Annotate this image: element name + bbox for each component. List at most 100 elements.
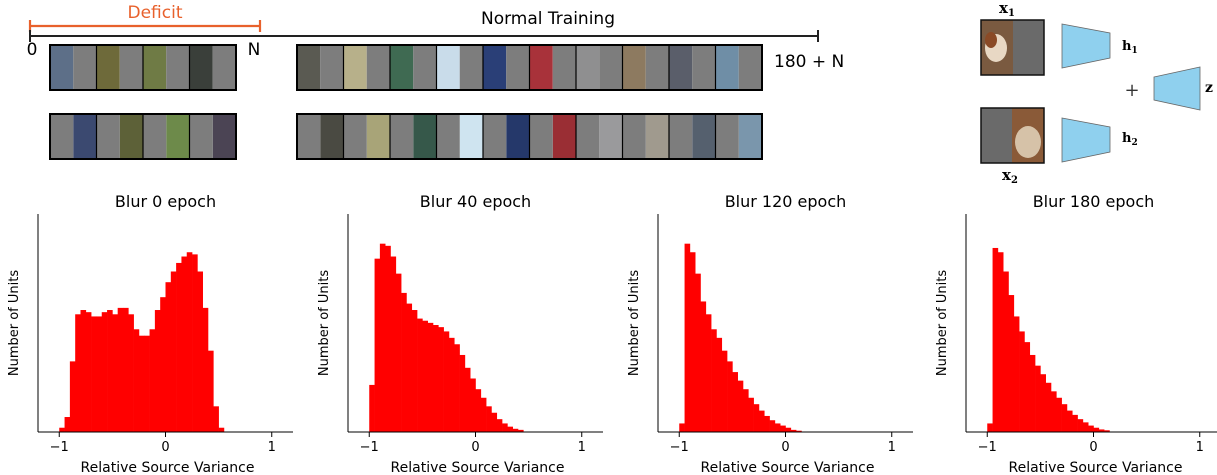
histogram-bar [411, 310, 418, 432]
histogram-bar [160, 297, 166, 432]
model-diagram: x1 x2 h1 h2 + z [980, 0, 1213, 186]
x2-blurred-face [1015, 126, 1041, 158]
normal-bottom-strip-gray-1 [297, 114, 321, 159]
x-tick-label: 1 [268, 440, 276, 455]
histogram-bar [427, 322, 434, 432]
normal-bottom-strip-image-8 [645, 114, 669, 159]
histogram-bar [69, 361, 76, 432]
histogram-bar [1003, 271, 1009, 432]
chart-title: Blur 0 epoch [115, 192, 216, 211]
histogram-bar [1077, 419, 1084, 432]
normal-top-strip-gray-6 [552, 45, 576, 90]
histogram-bar [422, 320, 428, 432]
normal-top-strip-gray-5 [506, 45, 530, 90]
normal-top-strip [296, 44, 763, 91]
normal-top-strip-image-5 [483, 45, 507, 90]
histogram-bar [1098, 429, 1105, 432]
histogram-bar [1035, 365, 1041, 432]
normal-top-strip-gray-10 [738, 45, 762, 90]
histogram-bar [144, 335, 150, 432]
normal-top-strip-image-2 [343, 45, 367, 90]
histogram-bar [679, 423, 685, 432]
x-tick-label: −1 [978, 440, 997, 455]
x-tick-label: 1 [888, 440, 896, 455]
deficit-bottom-strip [49, 113, 237, 160]
normal-bottom-strip-frame [296, 113, 763, 160]
normal-bottom-strip-gray-8 [622, 114, 646, 159]
histogram-bar [165, 282, 172, 432]
image-strips [49, 44, 763, 160]
normal-top-strip-image-1 [297, 45, 321, 90]
histogram-bar [700, 301, 707, 432]
chart-title: Blur 120 epoch [725, 192, 847, 211]
normal-bottom-strip-image-1 [320, 114, 344, 159]
normal-bottom-strip-image-5 [506, 114, 530, 159]
histogram-bar [790, 429, 797, 432]
histogram-bar [1066, 410, 1073, 432]
histogram-bar [59, 427, 65, 432]
deficit-bottom-strip-image-3 [166, 114, 190, 159]
deficit-top-strip-gray-3 [166, 45, 190, 90]
x1-image-gray [1013, 20, 1044, 75]
histogram-bar [213, 406, 219, 432]
x1-image-frame [980, 19, 1045, 76]
histogram-bar [385, 245, 391, 432]
deficit-bottom-strip-gray-2 [96, 114, 120, 159]
histogram-bar [395, 273, 402, 432]
x-axis-label: Relative Source Variance [81, 460, 255, 475]
deficit-bottom-strip-gray-4 [189, 114, 213, 159]
y-axis-label: Number of Units [935, 270, 950, 376]
histogram-bar [1008, 295, 1015, 432]
deficit-top-strip-image-4 [189, 45, 213, 90]
deficit-top-strip [49, 44, 237, 91]
normal-bottom-strip-image-4 [459, 114, 483, 159]
histogram-bar [176, 262, 182, 432]
histogram-bar [406, 303, 413, 432]
histogram-bar [133, 329, 140, 432]
histogram-bar [80, 310, 87, 432]
histogram-bar [117, 307, 124, 432]
histogram-bar [496, 419, 503, 432]
histogram-bar [711, 329, 717, 432]
x-axis-label: Relative Source Variance [701, 460, 875, 475]
histogram-bar [705, 314, 712, 432]
x-tick-label: 1 [1196, 440, 1204, 455]
histogram-bar [1051, 391, 1057, 432]
plus-sign: + [1124, 80, 1139, 101]
histogram-bar [748, 397, 754, 432]
normal-top-strip-gray-7 [599, 45, 623, 90]
normal-bottom-strip-gray-10 [715, 114, 739, 159]
histogram-panel-4: Blur 180 epoch Number of Units −1 0 1 Relativ… [935, 192, 1217, 475]
histogram-bar [433, 325, 439, 432]
deficit-top-strip-gray-4 [212, 45, 236, 90]
histogram-bar [1040, 374, 1046, 432]
normal-bottom-strip-gray-3 [390, 114, 414, 159]
histogram-bar [218, 427, 225, 432]
normal-top-strip-gray-2 [366, 45, 390, 90]
histogram-bar [475, 389, 482, 432]
histogram-bar [753, 404, 760, 432]
histogram-bar [1024, 342, 1031, 432]
x-tick-label: 0 [161, 440, 169, 455]
histogram-bar [64, 417, 71, 432]
deficit-label: Deficit [128, 3, 183, 23]
normal-top-strip-image-6 [529, 45, 553, 90]
histogram-bar [785, 427, 792, 432]
normal-bottom-strip-gray-6 [529, 114, 553, 159]
normal-bottom-strip-image-6 [552, 114, 576, 159]
chart-title: Blur 40 epoch [420, 192, 531, 211]
histogram-bar [1029, 354, 1036, 432]
deficit-bottom-strip-image-1 [73, 114, 97, 159]
x-tick-label: 0 [1089, 440, 1097, 455]
normal-bottom-strip-image-9 [692, 114, 716, 159]
normal-top-strip-frame [296, 44, 763, 91]
x-tick-label: −1 [670, 440, 689, 455]
normal-top-strip-image-9 [669, 45, 693, 90]
normal-bottom-strip-image-2 [366, 114, 390, 159]
histogram-bar [997, 252, 1004, 432]
x2-image-frame [980, 107, 1045, 164]
histogram-panel-2: Blur 40 epoch Number of Units −1 0 1 Relative… [317, 192, 603, 475]
histogram-bar [1093, 427, 1100, 432]
normal-top-strip-gray-1 [320, 45, 344, 90]
